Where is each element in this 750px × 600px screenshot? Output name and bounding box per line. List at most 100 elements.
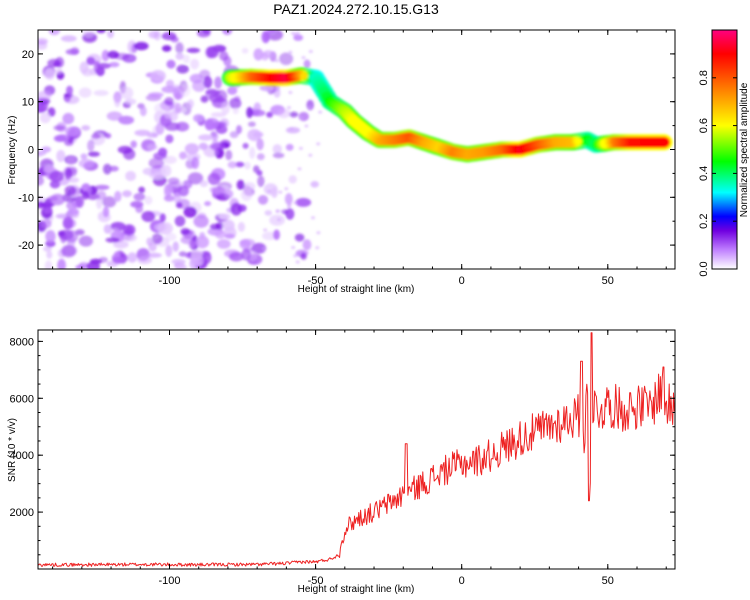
noise-blob — [75, 195, 85, 208]
noise-blob — [200, 95, 209, 103]
noise-blob — [256, 153, 265, 161]
colorbar-label: Normalized spectral amplitude — [739, 82, 750, 217]
noise-blob — [285, 143, 294, 151]
noise-blob — [204, 119, 215, 131]
noise-blob — [173, 192, 182, 205]
noise-blob — [39, 112, 51, 124]
noise-blob — [48, 30, 60, 36]
noise-blob — [49, 180, 61, 189]
noise-blob — [241, 248, 251, 261]
x-tick-label: -50 — [308, 575, 324, 587]
colorbar-tick-label: 0.4 — [698, 166, 710, 181]
noise-blob — [114, 96, 121, 108]
noise-blob — [50, 193, 65, 206]
noise-blob — [61, 244, 76, 258]
noise-blob — [102, 196, 117, 208]
noise-blob — [67, 177, 80, 183]
noise-blob — [165, 79, 175, 88]
spectrogram-y-axis-label: Frequency (Hz) — [7, 116, 18, 185]
noise-blob — [47, 58, 61, 68]
noise-blob — [103, 163, 112, 175]
noise-blob — [169, 110, 179, 122]
noise-blob — [274, 59, 279, 63]
noise-blob — [175, 52, 184, 60]
noise-blob — [139, 106, 147, 117]
noise-blob — [318, 110, 323, 114]
noise-blob — [133, 193, 146, 201]
noise-blob — [64, 167, 73, 180]
noise-blob — [209, 143, 226, 150]
noise-blob — [246, 106, 254, 119]
noise-blob — [284, 187, 289, 191]
noise-blob — [86, 56, 96, 66]
x-tick-label: 50 — [602, 575, 614, 587]
noise-blob — [137, 256, 152, 265]
noise-blob — [267, 189, 272, 193]
noise-blob — [103, 224, 112, 234]
noise-blob — [310, 181, 320, 188]
noise-blob — [195, 235, 210, 249]
noise-blob — [308, 50, 313, 53]
noise-blob — [104, 133, 112, 139]
noise-blob — [78, 87, 92, 98]
x-tick-label: 50 — [602, 275, 614, 287]
noise-blob — [275, 209, 280, 213]
snr-series-line — [38, 332, 675, 567]
noise-blob — [293, 254, 298, 258]
noise-blob — [148, 92, 164, 98]
noise-blob — [107, 30, 114, 39]
noise-blob — [272, 152, 285, 159]
signal-ridge — [221, 67, 673, 163]
noise-blob — [43, 246, 52, 252]
noise-blob — [78, 262, 89, 269]
noise-blob — [62, 216, 74, 230]
noise-blob — [80, 153, 88, 160]
x-tick-label: -100 — [158, 275, 180, 287]
noise-blob — [261, 30, 271, 44]
noise-blob — [278, 190, 283, 194]
noise-blob — [232, 107, 239, 115]
noise-blob — [38, 90, 52, 101]
noise-blob — [193, 215, 209, 228]
noise-blob — [101, 49, 110, 62]
noise-blob — [304, 251, 309, 255]
noise-blob — [108, 61, 120, 68]
noise-blob — [179, 151, 187, 160]
noise-blob — [240, 188, 253, 201]
noise-blob — [206, 46, 219, 59]
noise-blob — [65, 155, 77, 165]
noise-blob — [295, 197, 312, 207]
noise-blob — [165, 245, 173, 257]
ridge-blob — [660, 139, 668, 146]
y-tick-label: 6000 — [10, 393, 34, 405]
noise-blob — [62, 112, 75, 125]
noise-blob — [225, 149, 233, 161]
noise-blob — [253, 131, 264, 138]
noise-blob — [193, 114, 204, 123]
noise-blob — [191, 156, 200, 170]
colorbar: 0.0 0.2 0.4 0.6 0.8 Normalized spectral ampl… — [698, 29, 750, 277]
noise-blob — [287, 106, 291, 110]
noise-blob — [161, 31, 177, 41]
noise-blob — [284, 193, 293, 205]
noise-blob — [311, 216, 315, 220]
noise-blob — [81, 125, 91, 131]
noise-blob — [106, 111, 123, 121]
noise-blob — [176, 64, 189, 74]
noise-blob — [272, 144, 282, 154]
noise-blob — [155, 122, 165, 135]
noise-blob — [96, 30, 106, 34]
noise-blob — [223, 219, 235, 232]
noise-blob — [148, 31, 160, 39]
noise-blob — [78, 158, 95, 169]
noise-blob — [256, 170, 263, 176]
noise-blob — [203, 76, 213, 89]
noise-blob — [117, 145, 133, 154]
noise-blob — [57, 258, 66, 269]
noise-blob — [251, 242, 267, 254]
noise-blob — [183, 206, 197, 218]
ridge-blob — [300, 73, 307, 79]
noise-blob — [148, 157, 165, 169]
snr-frame — [37, 329, 676, 570]
